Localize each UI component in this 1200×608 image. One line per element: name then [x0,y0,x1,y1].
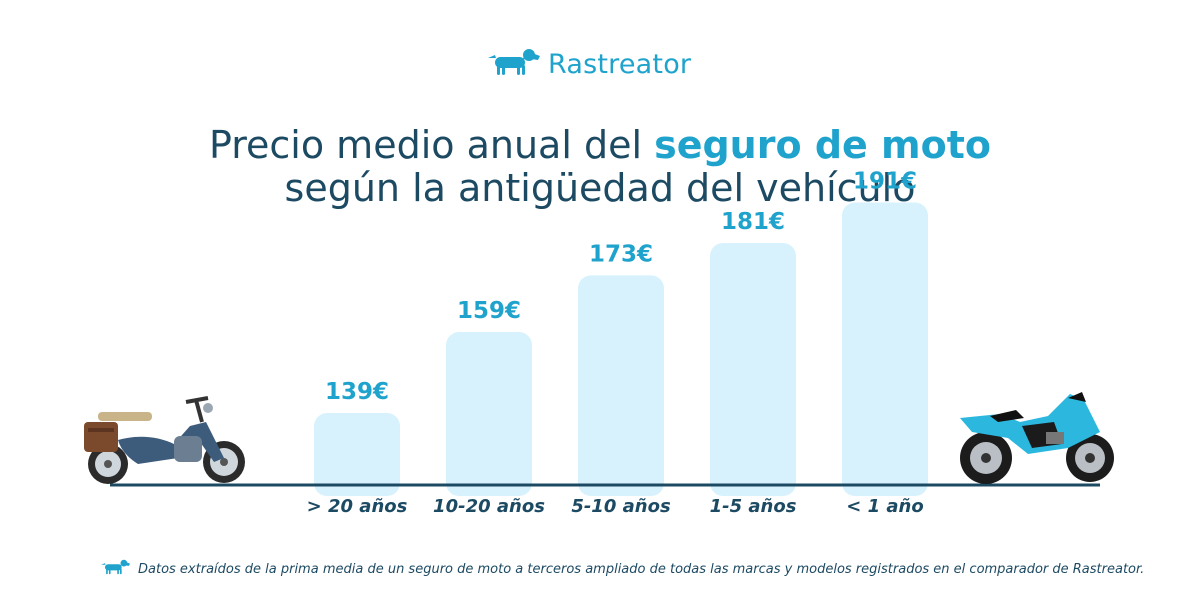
title-prefix: Precio medio anual del [208,123,655,167]
bar-value-label: 139€ [325,379,389,405]
chart-title-line2: según la antigüedad del vehículo [284,166,916,210]
category-label: 1-5 años [710,496,797,517]
bar [314,413,400,496]
footnote-text: Datos extraídos de la prima media de un … [138,562,1145,577]
category-label: 5-10 años [571,496,671,517]
footnote: Datos extraídos de la prima media de un … [100,558,1144,581]
title-highlight: seguro de moto [654,123,991,167]
chart-title-line1: Precio medio anual del seguro de moto [0,122,1200,168]
bar [446,332,532,496]
bar [578,275,664,496]
dachshund-dog-icon [486,46,540,83]
bar-value-label: 191€ [853,168,917,194]
bar-value-label: 159€ [457,298,521,324]
bar-value-label: 181€ [721,209,785,235]
category-label: 10-20 años [433,496,545,517]
sport-motorcycle-icon [950,388,1120,493]
bar-value-label: 173€ [589,241,653,267]
bars-layer: 139€ > 20 años 159€ 10-20 años 173€ 5-10 años… [307,168,928,517]
brand-name: Rastreator [548,49,692,80]
dachshund-dog-icon [100,558,130,581]
bar [710,242,796,496]
bar [842,202,928,496]
category-label: < 1 año [846,496,923,517]
category-label: > 20 años [307,496,408,517]
old-moped-icon [78,392,254,493]
brand-logo: Rastreator [486,46,691,83]
